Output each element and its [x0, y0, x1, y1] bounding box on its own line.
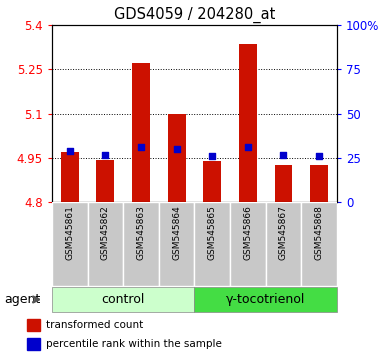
Bar — [27, 338, 40, 350]
Text: GSM545868: GSM545868 — [315, 205, 323, 260]
Point — [280, 152, 286, 157]
Point — [316, 153, 322, 159]
Text: percentile rank within the sample: percentile rank within the sample — [46, 339, 222, 349]
Bar — [266, 202, 301, 286]
Bar — [310, 165, 328, 202]
Bar — [52, 287, 194, 312]
Text: GSM545862: GSM545862 — [101, 205, 110, 260]
Point — [138, 144, 144, 150]
Bar — [132, 63, 150, 202]
Bar — [27, 319, 40, 331]
Text: GSM545866: GSM545866 — [243, 205, 252, 260]
Point — [102, 152, 109, 157]
Bar — [52, 202, 88, 286]
Bar — [159, 202, 194, 286]
Point — [245, 144, 251, 150]
Text: agent: agent — [4, 293, 40, 306]
Bar — [97, 160, 114, 202]
Text: GSM545865: GSM545865 — [208, 205, 217, 260]
Text: GSM545863: GSM545863 — [137, 205, 146, 260]
Point — [67, 148, 73, 154]
Bar — [194, 202, 230, 286]
Bar — [275, 165, 292, 202]
Bar — [61, 152, 79, 202]
Text: control: control — [102, 293, 145, 306]
Title: GDS4059 / 204280_at: GDS4059 / 204280_at — [114, 7, 275, 23]
Text: GSM545864: GSM545864 — [172, 205, 181, 260]
Bar — [123, 202, 159, 286]
Bar — [230, 202, 266, 286]
Point — [209, 153, 215, 159]
Bar — [194, 287, 337, 312]
Bar — [168, 114, 186, 202]
Text: GSM545861: GSM545861 — [65, 205, 74, 260]
Bar — [301, 202, 337, 286]
Text: transformed count: transformed count — [46, 320, 144, 330]
Text: GSM545867: GSM545867 — [279, 205, 288, 260]
Text: γ-tocotrienol: γ-tocotrienol — [226, 293, 305, 306]
Bar — [88, 202, 123, 286]
Bar — [239, 44, 257, 202]
Point — [174, 146, 180, 152]
Bar — [203, 161, 221, 202]
